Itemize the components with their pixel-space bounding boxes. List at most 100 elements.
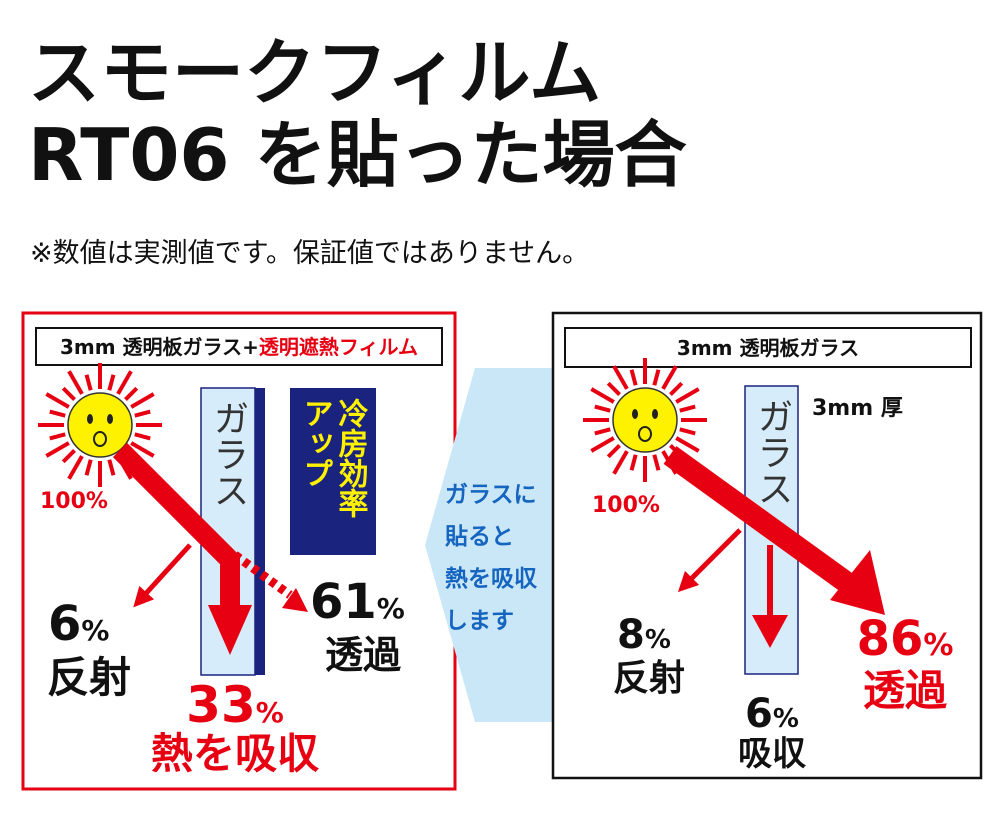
sun-ray <box>67 370 84 395</box>
sun-percent: 100% <box>40 489 108 514</box>
sun-ray <box>84 459 93 476</box>
absorb-value: 6% <box>745 691 799 737</box>
sun-ray <box>130 392 155 409</box>
sun-ray <box>675 387 700 404</box>
sun-ray <box>661 365 678 390</box>
sun-ray <box>107 459 116 476</box>
sun-mouth <box>93 431 107 447</box>
sun <box>583 358 707 482</box>
middle-arrow <box>425 368 565 722</box>
value: 6 <box>745 691 773 737</box>
sun-ray <box>116 370 133 395</box>
unit: % <box>923 628 953 663</box>
reflect-label: 反射 <box>47 653 131 702</box>
value: 8 <box>617 612 645 658</box>
glass-label: ガラス <box>208 400 249 508</box>
sun-eye <box>107 414 113 424</box>
left-header-black: 3mm 透明板ガラス+ <box>60 335 259 359</box>
sun-eye <box>632 409 638 419</box>
left-header-box <box>35 327 443 366</box>
main-arrow <box>112 442 240 610</box>
thickness: 3mm 厚 <box>812 396 903 421</box>
transmit-arrow <box>232 551 293 599</box>
unit: % <box>81 614 109 647</box>
badge-col1: 冷房効率 <box>333 398 369 518</box>
sun-ray <box>669 381 684 396</box>
right-header: 3mm 透明板ガラス <box>677 336 859 360</box>
absorb-label: 熱を吸収 <box>151 729 319 778</box>
badge-col2: アップ <box>298 398 333 488</box>
middle-line: ガラスに <box>445 482 537 508</box>
left-header-red: 透明遮熱フィルム <box>259 335 418 359</box>
sun-percent: 100% <box>592 493 660 518</box>
transmit-label: 透過 <box>325 633 402 677</box>
value: 33 <box>186 676 256 734</box>
middle-line: します <box>445 608 514 634</box>
sun-mouth <box>638 426 652 442</box>
reflect-value: 6% <box>48 596 109 652</box>
middle-line: 熱を吸収 <box>445 566 538 592</box>
main-arrow-head <box>208 605 252 655</box>
reflect-arrow <box>133 543 192 608</box>
value: 86 <box>857 611 924 667</box>
sun-ray <box>594 427 611 436</box>
sun-ray <box>45 441 70 458</box>
unit: % <box>773 704 799 734</box>
reflect-value: 8% <box>617 612 671 658</box>
unit: % <box>256 696 284 729</box>
unit: % <box>377 592 405 625</box>
absorb-value: 33% <box>186 676 284 734</box>
sun-ray <box>629 454 638 471</box>
sun-ray <box>49 432 66 441</box>
unit: % <box>645 625 671 655</box>
sun-ray <box>652 454 661 471</box>
reflect-label: 反射 <box>613 658 685 699</box>
sun-ray <box>679 404 696 413</box>
sun-ray <box>67 455 84 480</box>
sun-face <box>612 387 678 453</box>
sun-ray <box>61 449 76 464</box>
sun-ray <box>134 409 151 418</box>
sun-ray <box>652 369 661 386</box>
sun-eye <box>87 414 93 424</box>
sun-ray <box>124 386 139 401</box>
glass-label: ガラス <box>752 398 793 506</box>
sun-ray <box>629 369 638 386</box>
reflect-arrow <box>677 528 742 593</box>
badge <box>290 388 376 555</box>
sun-ray <box>612 450 629 475</box>
sun-ray <box>679 427 696 436</box>
transmit-value: 61% <box>310 574 405 630</box>
sun-ray <box>84 374 93 391</box>
sun-ray <box>594 404 611 413</box>
title-line1: スモークフィルム <box>28 31 601 115</box>
middle-line: 貼ると <box>445 524 514 550</box>
sun-ray <box>606 381 621 396</box>
sun-eye <box>652 409 658 419</box>
sun-ray <box>590 436 615 453</box>
value: 61 <box>310 574 377 630</box>
sun-face <box>67 392 133 458</box>
transmit-arrow-head <box>282 588 308 612</box>
sun-ray <box>107 374 116 391</box>
note: ※数値は実測値です。保証値ではありません。 <box>30 238 589 269</box>
transmit-label: 透過 <box>863 666 948 715</box>
sun-ray <box>606 444 621 459</box>
sun-ray <box>45 392 70 409</box>
sun-ray <box>675 436 700 453</box>
film <box>255 388 265 675</box>
absorb-arrow-head <box>752 615 788 648</box>
transmit-arrow <box>663 446 857 594</box>
value: 6 <box>48 596 81 652</box>
sun-ray <box>61 386 76 401</box>
left-header: 3mm 透明板ガラス+透明遮熱フィルム <box>60 335 418 359</box>
transmit-arrow-head <box>830 550 885 615</box>
right-header-box <box>564 327 972 368</box>
sun-ray <box>612 365 629 390</box>
sun-ray <box>130 441 155 458</box>
title-line2: RT06 を貼った場合 <box>28 113 687 197</box>
sun-ray <box>590 387 615 404</box>
sun-ray <box>134 432 151 441</box>
